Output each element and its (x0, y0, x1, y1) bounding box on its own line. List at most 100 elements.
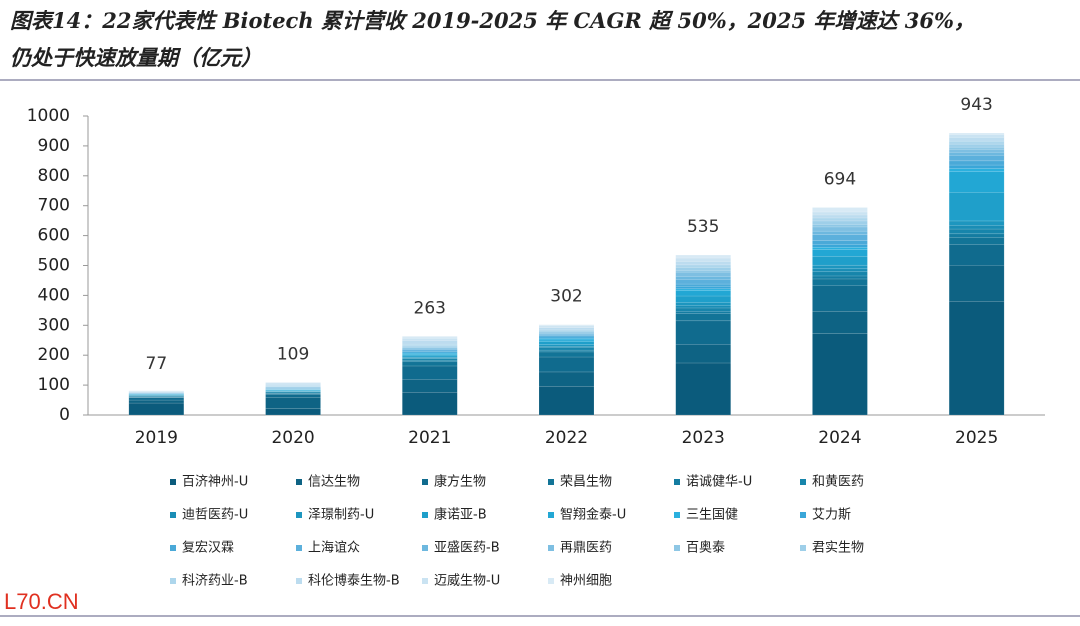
bar-segment (949, 237, 1004, 244)
bar-segment (812, 272, 867, 276)
legend-label: 百奥泰 (686, 541, 725, 556)
legend-swatch (800, 545, 806, 551)
bar-segment (266, 382, 321, 383)
bar-segment (949, 141, 1004, 144)
bar-segment (129, 403, 184, 415)
y-tick-label: 400 (38, 285, 70, 305)
legend-label: 神州细胞 (560, 574, 612, 589)
bar-segment (949, 301, 1004, 415)
total-label: 535 (687, 217, 719, 237)
legend-swatch (674, 479, 680, 485)
bar-segment (676, 267, 731, 270)
legend-swatch (800, 479, 806, 485)
bar-segment (676, 306, 731, 308)
bar-segment (949, 193, 1004, 221)
legend-swatch (548, 512, 554, 518)
bar-segment (812, 221, 867, 225)
bar-segment (539, 350, 594, 352)
bar-segment (676, 363, 731, 415)
bar-segment (402, 336, 457, 338)
legend-label: 上海谊众 (308, 541, 360, 556)
legend-label: 泽璟制药-U (308, 508, 374, 523)
x-tick-label: 2023 (682, 428, 725, 448)
total-label: 943 (960, 95, 992, 115)
bar-segment (402, 362, 457, 366)
x-tick-label: 2020 (271, 428, 314, 448)
bar-segment (402, 338, 457, 340)
bar-segment (812, 276, 867, 279)
legend-label: 智翔金泰-U (560, 507, 626, 523)
bar-segment (812, 311, 867, 333)
x-tick-label: 2022 (545, 428, 588, 448)
bar-segment (676, 265, 731, 267)
legend-label: 复宏汉霖 (182, 541, 234, 556)
bar-segment (676, 270, 731, 272)
bar-segment (949, 138, 1004, 142)
bar-segment (949, 221, 1004, 225)
total-label: 263 (414, 298, 446, 318)
bar-segment (539, 340, 594, 342)
bar-segment (129, 400, 184, 403)
bar-segment (812, 207, 867, 211)
legend-swatch (422, 512, 428, 518)
bar-segment (539, 352, 594, 357)
legend-swatch (422, 545, 428, 551)
legend-label: 科伦博泰生物-B (308, 574, 400, 589)
x-tick-label: 2025 (955, 428, 998, 448)
bar-segment (539, 372, 594, 386)
bar-segment (949, 245, 1004, 266)
bar-segment (676, 284, 731, 286)
watermark: L70.CN (4, 589, 79, 614)
y-tick-label: 0 (59, 405, 70, 425)
legend-swatch (296, 578, 302, 584)
bar-segment (266, 394, 321, 397)
bar-segment (812, 269, 867, 272)
bar-segment (676, 289, 731, 291)
legend-label: 三生国健 (686, 508, 738, 523)
bar-segment (539, 326, 594, 328)
y-tick-label: 600 (38, 226, 70, 246)
y-tick-label: 200 (38, 345, 70, 365)
legend-swatch (170, 545, 176, 551)
bar-segment (812, 334, 867, 415)
legend-swatch (800, 512, 806, 518)
bar-segment (812, 227, 867, 231)
bar-segment (812, 247, 867, 249)
total-label: 694 (824, 169, 856, 189)
bar-segment (402, 341, 457, 345)
y-tick-label: 300 (38, 315, 70, 335)
bar-segment (949, 165, 1004, 169)
legend-label: 亚盛医药-B (434, 541, 500, 556)
bar-segment (812, 279, 867, 286)
y-tick-label: 500 (38, 256, 70, 276)
legend-swatch (170, 479, 176, 485)
bar-segment (676, 314, 731, 321)
bar-segment (949, 152, 1004, 155)
legend-swatch (422, 479, 428, 485)
bar-segment (676, 296, 731, 303)
bar-segment (539, 325, 594, 326)
bar-segment (812, 241, 867, 245)
legend-swatch (548, 545, 554, 551)
x-tick-label: 2024 (818, 428, 861, 448)
bar-segment (812, 218, 867, 221)
legend-label: 科济药业-B (182, 574, 248, 589)
bar-segment (676, 308, 731, 312)
bar-segment (949, 266, 1004, 302)
bar-segment (402, 379, 457, 392)
legend-swatch (548, 578, 554, 584)
bar-segment (676, 286, 731, 288)
legend-swatch (170, 578, 176, 584)
bar-segment (949, 135, 1004, 138)
x-tick-label: 2021 (408, 428, 451, 448)
bar-segment (402, 392, 457, 415)
bar-segment (949, 144, 1004, 147)
legend-label: 信达生物 (308, 475, 360, 490)
bar-segment (676, 258, 731, 261)
legend-swatch (674, 512, 680, 518)
legend-label: 再鼎医药 (560, 541, 612, 556)
legend-swatch (170, 512, 176, 518)
chart-title: 图表14：22家代表性 Biotech 累计营收 2019-2025 年 CAG… (10, 8, 975, 33)
legend-swatch (422, 578, 428, 584)
